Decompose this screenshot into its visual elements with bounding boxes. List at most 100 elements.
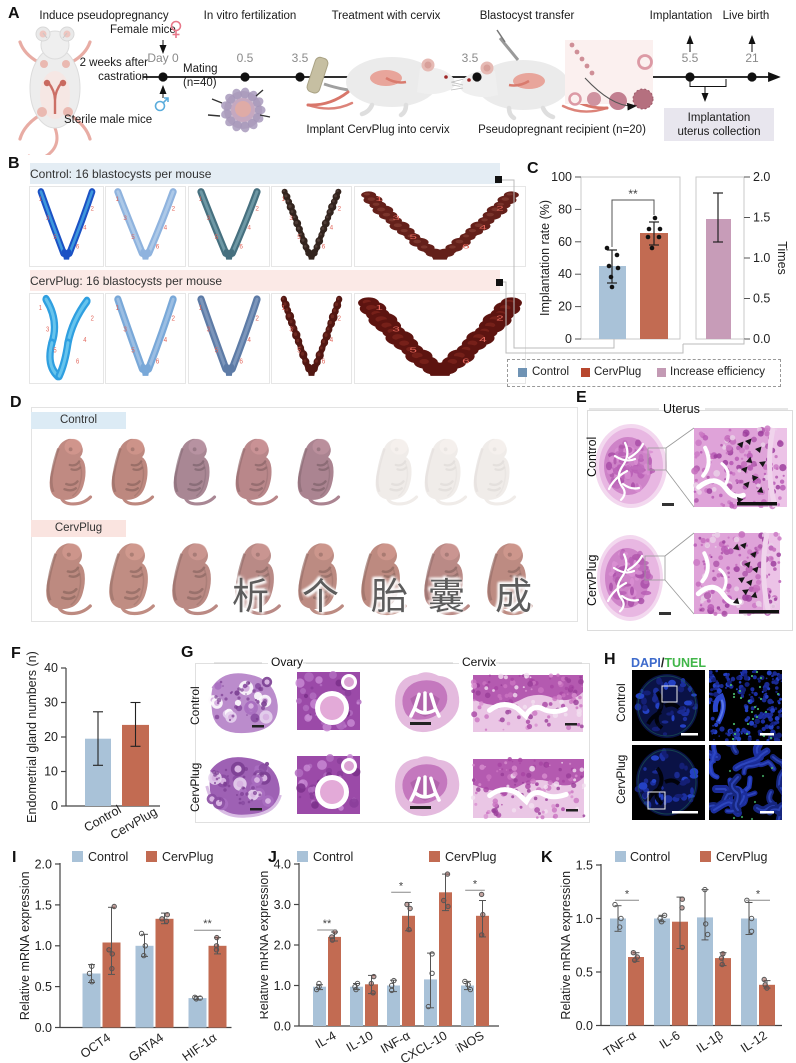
svg-text:0.5: 0.5: [753, 292, 770, 306]
svg-text:10: 10: [44, 765, 58, 779]
svg-text:Implantation rate (%): Implantation rate (%): [538, 200, 552, 316]
svg-text:1: 1: [375, 196, 383, 203]
svg-text:3: 3: [46, 215, 50, 222]
svg-text:6: 6: [156, 244, 160, 251]
svg-text:Endometrial gland numbers (n): Endometrial gland numbers (n): [25, 651, 39, 823]
svg-text:IL-6: IL-6: [657, 1028, 683, 1051]
svg-text:2 weeks after: 2 weeks after: [80, 57, 149, 69]
svg-text:castration: castration: [98, 71, 148, 83]
svg-text:0: 0: [565, 332, 572, 346]
svg-text:*: *: [399, 880, 404, 892]
svg-text:0.0: 0.0: [576, 1019, 593, 1033]
svg-text:21: 21: [745, 51, 759, 65]
svg-text:CervPlug: CervPlug: [162, 850, 213, 864]
svg-text:4: 4: [479, 224, 487, 231]
svg-text:Pseudopregnant recipient (n=20: Pseudopregnant recipient (n=20): [478, 124, 646, 136]
svg-text:6: 6: [239, 358, 243, 365]
svg-text:0.5: 0.5: [35, 980, 52, 994]
svg-text:HIF-1α: HIF-1α: [180, 1030, 220, 1063]
svg-text:6: 6: [156, 358, 160, 365]
svg-text:1.5: 1.5: [576, 859, 593, 873]
svg-text:Mating: Mating: [183, 63, 218, 75]
svg-text:1.5: 1.5: [35, 898, 52, 912]
svg-text:5: 5: [131, 234, 135, 241]
svg-text:4: 4: [247, 337, 251, 344]
svg-text:2: 2: [91, 315, 95, 323]
svg-text:20: 20: [44, 730, 58, 744]
svg-text:Day 0: Day 0: [147, 51, 179, 65]
svg-text:60: 60: [558, 235, 572, 249]
svg-text:5.5: 5.5: [682, 51, 699, 65]
svg-text:**: **: [203, 918, 212, 930]
svg-text:4: 4: [164, 225, 168, 232]
svg-text:0.5: 0.5: [237, 51, 254, 65]
svg-text:1.0: 1.0: [576, 912, 593, 926]
svg-text:3: 3: [289, 215, 293, 222]
svg-text:1.0: 1.0: [753, 251, 770, 265]
svg-text:(n=40): (n=40): [183, 77, 217, 89]
svg-text:1.0: 1.0: [274, 979, 291, 993]
svg-text:Female mice: Female mice: [110, 24, 176, 36]
svg-text:1: 1: [115, 305, 119, 312]
svg-text:0.5: 0.5: [576, 966, 593, 980]
svg-text:2.0: 2.0: [35, 858, 52, 872]
svg-text:Control: Control: [630, 850, 670, 864]
svg-text:5: 5: [215, 347, 219, 354]
svg-text:1: 1: [199, 305, 203, 312]
svg-text:2: 2: [255, 206, 259, 213]
svg-text:IL-12: IL-12: [738, 1028, 770, 1055]
svg-text:0.0: 0.0: [274, 1020, 291, 1034]
svg-text:4: 4: [83, 224, 87, 231]
svg-text:IL-10: IL-10: [344, 1028, 376, 1054]
svg-text:iNOS: iNOS: [454, 1028, 487, 1055]
svg-text:6: 6: [462, 243, 470, 250]
svg-text:5: 5: [297, 347, 301, 354]
svg-text:0: 0: [51, 799, 58, 813]
svg-text:3.5: 3.5: [292, 51, 309, 65]
svg-text:*: *: [473, 878, 478, 890]
svg-text:**: **: [628, 187, 638, 201]
svg-text:3: 3: [123, 215, 127, 222]
svg-text:4: 4: [83, 337, 87, 345]
svg-text:6: 6: [239, 244, 243, 251]
svg-text:3: 3: [392, 325, 400, 333]
svg-text:1: 1: [199, 196, 203, 203]
svg-text:CervPlug: CervPlug: [716, 850, 767, 864]
svg-text:4: 4: [330, 337, 334, 344]
svg-text:1: 1: [39, 305, 43, 313]
svg-text:3: 3: [207, 215, 211, 222]
svg-text:1: 1: [281, 196, 285, 203]
svg-text:1: 1: [39, 196, 43, 203]
svg-text:40: 40: [44, 661, 58, 675]
svg-text:6: 6: [322, 244, 326, 251]
svg-text:4: 4: [164, 337, 168, 344]
svg-text:6: 6: [322, 358, 326, 365]
svg-text:Control: Control: [88, 850, 128, 864]
svg-text:6: 6: [76, 358, 80, 366]
svg-text:5: 5: [53, 347, 57, 355]
svg-text:80: 80: [558, 202, 572, 216]
svg-text:6: 6: [76, 243, 80, 250]
svg-text:0.0: 0.0: [35, 1021, 52, 1035]
svg-text:30: 30: [44, 696, 58, 710]
svg-text:1: 1: [375, 304, 383, 312]
svg-text:IL-4: IL-4: [313, 1028, 339, 1051]
svg-text:5: 5: [409, 234, 417, 241]
svg-text:3.0: 3.0: [274, 898, 291, 912]
svg-text:GATA4: GATA4: [126, 1030, 166, 1063]
svg-text:4: 4: [247, 225, 251, 232]
svg-text:3: 3: [392, 215, 400, 222]
svg-text:Relative mRNA expression: Relative mRNA expression: [559, 871, 573, 1020]
svg-text:2.0: 2.0: [753, 170, 770, 184]
svg-text:3: 3: [289, 326, 293, 333]
svg-text:2: 2: [172, 206, 176, 213]
svg-text:5: 5: [297, 234, 301, 241]
svg-text:2: 2: [255, 315, 259, 322]
svg-text:*: *: [756, 888, 761, 900]
svg-text:Times: Times: [775, 241, 789, 275]
svg-text:2: 2: [338, 206, 342, 213]
svg-text:2: 2: [91, 206, 95, 213]
svg-text:3.5: 3.5: [462, 51, 479, 65]
svg-text:5: 5: [215, 234, 219, 241]
svg-text:100: 100: [551, 170, 572, 184]
